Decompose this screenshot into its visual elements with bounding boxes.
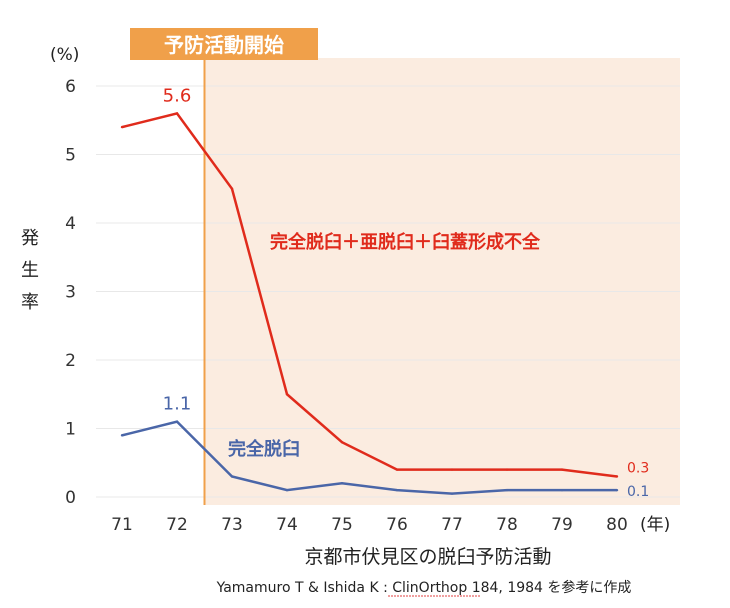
data-label-peak-complete: 1.1 — [163, 394, 192, 415]
y-axis-title: 発生率 — [21, 228, 39, 313]
data-point — [395, 468, 399, 471]
x-tick-label: 73 — [221, 515, 243, 535]
x-tick-labels: 71 72 73 74 75 76 77 78 79 80 — [111, 515, 628, 535]
x-axis-title: 京都市伏見区の脱臼予防活動 — [304, 546, 551, 568]
data-point — [560, 488, 564, 492]
x-tick-label: 79 — [551, 515, 573, 535]
series-line-total — [121, 111, 618, 478]
data-point — [120, 434, 124, 437]
x-tick-label: 76 — [386, 515, 408, 535]
y-tick-label: 2 — [65, 351, 76, 371]
data-point — [340, 441, 344, 444]
y-unit-label: (%) — [50, 45, 79, 65]
y-tick-label: 6 — [65, 77, 76, 97]
data-point — [285, 488, 289, 492]
data-point — [230, 475, 234, 478]
data-point — [175, 420, 179, 423]
intervention-banner-text: 予防活動開始 — [164, 33, 284, 57]
intervention-banner — [130, 28, 318, 60]
data-point — [230, 187, 234, 190]
y-tick-label: 5 — [65, 146, 76, 166]
data-label-end-total: 0.3 — [627, 460, 649, 476]
data-point — [175, 112, 179, 115]
data-point — [395, 488, 399, 492]
series-label-complete: 完全脱臼 — [228, 438, 300, 460]
post-intervention-shading — [204, 58, 680, 505]
y-axis-title-char: 生 — [21, 260, 39, 281]
data-point — [615, 488, 619, 492]
y-tick-labels: 0 1 2 3 4 5 6 — [65, 77, 76, 508]
y-axis-title-char: 率 — [21, 292, 39, 313]
data-point — [505, 488, 509, 492]
series-label-total: 完全脱臼＋亜脱臼＋臼蓋形成不全 — [270, 231, 541, 253]
data-point — [560, 468, 564, 471]
data-point — [285, 393, 289, 396]
data-point — [450, 468, 454, 471]
data-point — [450, 492, 454, 495]
x-tick-label: 77 — [441, 515, 463, 535]
y-tick-label: 3 — [65, 283, 76, 303]
x-tick-label: 75 — [331, 515, 353, 535]
y-tick-label: 4 — [65, 214, 76, 234]
y-tick-label: 1 — [65, 420, 76, 440]
y-axis-title-char: 発 — [21, 228, 39, 249]
x-tick-label: 72 — [166, 515, 188, 535]
data-label-end-complete: 0.1 — [627, 484, 649, 500]
data-point — [505, 468, 509, 471]
series-line-complete — [121, 420, 617, 495]
x-tick-label: 71 — [111, 515, 133, 535]
y-tick-label: 0 — [65, 488, 76, 508]
data-point — [615, 475, 619, 478]
gridlines — [96, 85, 680, 498]
x-tick-label: 80 — [606, 515, 628, 535]
x-unit-label: (年) — [640, 515, 670, 535]
x-tick-label: 78 — [496, 515, 518, 535]
data-point — [340, 482, 344, 485]
data-point — [120, 125, 124, 129]
x-tick-label: 74 — [276, 515, 298, 535]
citation: Yamamuro T & Ishida K : ClinOrthop 184, … — [216, 579, 632, 596]
data-label-peak-total: 5.6 — [163, 85, 192, 106]
